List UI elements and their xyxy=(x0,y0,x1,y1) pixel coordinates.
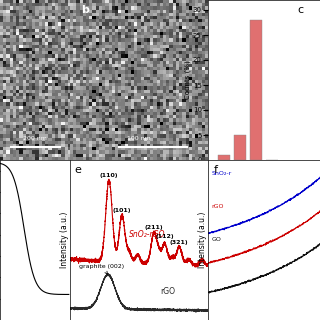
Y-axis label: Intensity (a.u.): Intensity (a.u.) xyxy=(198,212,207,268)
Text: (112): (112) xyxy=(156,234,174,239)
Text: (211): (211) xyxy=(145,225,163,230)
Text: GO: GO xyxy=(212,237,222,242)
Text: rGO: rGO xyxy=(212,204,224,209)
Y-axis label: Intensity (a.u.): Intensity (a.u.) xyxy=(60,212,69,268)
Text: graphite (002): graphite (002) xyxy=(79,264,124,274)
Bar xyxy=(234,135,246,160)
Text: b: b xyxy=(81,5,89,15)
Text: c: c xyxy=(297,5,303,15)
Text: e: e xyxy=(75,165,81,175)
Text: 200 nm: 200 nm xyxy=(23,136,47,141)
Text: rGO: rGO xyxy=(160,287,175,296)
Text: (110): (110) xyxy=(100,173,118,178)
Y-axis label: Counts (%): Counts (%) xyxy=(185,60,191,100)
Text: (101): (101) xyxy=(113,208,131,213)
Text: 100 nm: 100 nm xyxy=(127,136,151,141)
Text: (321): (321) xyxy=(170,240,188,245)
Bar xyxy=(218,155,230,160)
Text: SnO₂-r: SnO₂-r xyxy=(212,171,232,176)
Text: f: f xyxy=(214,165,218,175)
Text: SnO₂-rGO: SnO₂-rGO xyxy=(129,230,166,239)
Bar xyxy=(250,20,262,160)
